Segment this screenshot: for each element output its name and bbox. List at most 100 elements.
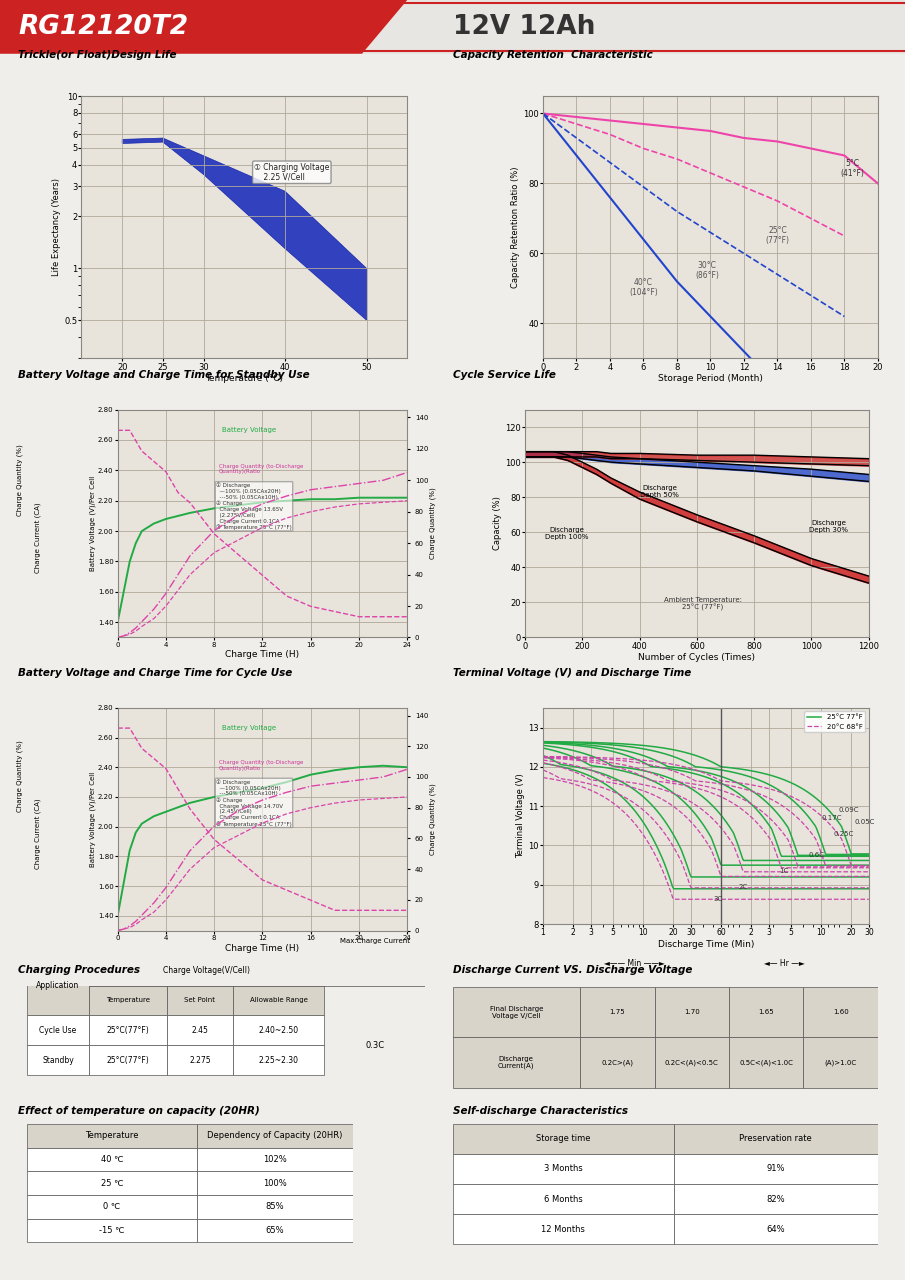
Y-axis label: Capacity (%): Capacity (%) xyxy=(493,497,502,550)
Text: 6 Months: 6 Months xyxy=(544,1194,583,1203)
Text: Battery Voltage and Charge Time for Cycle Use: Battery Voltage and Charge Time for Cycl… xyxy=(18,668,292,678)
FancyBboxPatch shape xyxy=(804,987,878,1037)
FancyBboxPatch shape xyxy=(196,1171,353,1196)
FancyBboxPatch shape xyxy=(654,987,729,1037)
Y-axis label: Charge Current (CA): Charge Current (CA) xyxy=(0,488,6,559)
Text: Charge Quantity (%): Charge Quantity (%) xyxy=(16,740,24,812)
Text: 2.25~2.30: 2.25~2.30 xyxy=(259,1056,299,1065)
FancyBboxPatch shape xyxy=(89,986,167,1015)
Text: 1.65: 1.65 xyxy=(758,1009,774,1015)
Text: Self-discharge Characteristics: Self-discharge Characteristics xyxy=(452,1106,627,1116)
Text: 0.25C: 0.25C xyxy=(834,831,853,837)
FancyBboxPatch shape xyxy=(233,1015,324,1046)
Text: 1.70: 1.70 xyxy=(684,1009,700,1015)
Text: 2.45: 2.45 xyxy=(192,1025,208,1034)
Text: Charge Quantity (to-Discharge
Quantity)(Ratio: Charge Quantity (to-Discharge Quantity)(… xyxy=(219,760,303,772)
Text: 0.09C: 0.09C xyxy=(839,808,859,813)
FancyBboxPatch shape xyxy=(27,1015,89,1046)
Text: 3C: 3C xyxy=(713,896,722,901)
Text: Effect of temperature on capacity (20HR): Effect of temperature on capacity (20HR) xyxy=(18,1106,260,1116)
Text: Preservation rate: Preservation rate xyxy=(739,1134,812,1143)
Text: Cycle Use: Cycle Use xyxy=(40,1025,77,1034)
Text: 100%: 100% xyxy=(262,1179,287,1188)
Text: 2.40~2.50: 2.40~2.50 xyxy=(259,1025,299,1034)
Polygon shape xyxy=(122,138,367,320)
Text: Charge Quantity (to-Discharge
Quantity)(Ratio: Charge Quantity (to-Discharge Quantity)(… xyxy=(219,463,303,475)
Text: 1.60: 1.60 xyxy=(833,1009,849,1015)
FancyBboxPatch shape xyxy=(654,1037,729,1088)
FancyBboxPatch shape xyxy=(196,1124,353,1147)
Text: Storage time: Storage time xyxy=(536,1134,590,1143)
Text: 25°C(77°F): 25°C(77°F) xyxy=(106,1025,149,1034)
FancyBboxPatch shape xyxy=(196,1196,353,1219)
Text: Discharge
Depth 100%: Discharge Depth 100% xyxy=(545,527,588,540)
FancyBboxPatch shape xyxy=(452,987,580,1037)
FancyBboxPatch shape xyxy=(89,956,324,986)
Text: ① Discharge
  —100% (0.05CAx20H)
  ---50% (0.05CAx10H)
② Charge
  Charge Voltage: ① Discharge —100% (0.05CAx20H) ---50% (0… xyxy=(216,780,292,827)
Text: Max.Charge Current: Max.Charge Current xyxy=(339,938,410,943)
FancyBboxPatch shape xyxy=(167,1015,233,1046)
Text: (A)>1.0C: (A)>1.0C xyxy=(824,1060,857,1066)
FancyBboxPatch shape xyxy=(673,1124,878,1155)
Text: 12V 12Ah: 12V 12Ah xyxy=(452,14,595,40)
Text: Standby: Standby xyxy=(43,1056,74,1065)
Text: 0.6C: 0.6C xyxy=(808,852,824,859)
X-axis label: Number of Cycles (Times): Number of Cycles (Times) xyxy=(638,653,756,662)
FancyBboxPatch shape xyxy=(729,1037,804,1088)
FancyBboxPatch shape xyxy=(196,1219,353,1242)
Text: Battery Voltage and Charge Time for Standby Use: Battery Voltage and Charge Time for Stan… xyxy=(18,370,310,380)
Text: ① Discharge
  —100% (0.05CAx20H)
  ---50% (0.05CAx10H)
② Charge
  Charge Voltage: ① Discharge —100% (0.05CAx20H) ---50% (0… xyxy=(216,483,292,530)
Text: 1.75: 1.75 xyxy=(609,1009,625,1015)
Text: 40 ℃: 40 ℃ xyxy=(100,1155,123,1164)
FancyBboxPatch shape xyxy=(580,987,654,1037)
FancyBboxPatch shape xyxy=(452,1213,673,1244)
Text: Terminal Voltage (V) and Discharge Time: Terminal Voltage (V) and Discharge Time xyxy=(452,668,691,678)
Y-axis label: Battery Voltage (V)/Per Cell: Battery Voltage (V)/Per Cell xyxy=(90,476,96,571)
X-axis label: Charge Time (H): Charge Time (H) xyxy=(225,650,300,659)
Text: Discharge Current VS. Discharge Voltage: Discharge Current VS. Discharge Voltage xyxy=(452,965,692,975)
Text: Dependency of Capacity (20HR): Dependency of Capacity (20HR) xyxy=(207,1132,342,1140)
Text: RG12120T2: RG12120T2 xyxy=(18,14,188,40)
Text: 0.5C<(A)<1.0C: 0.5C<(A)<1.0C xyxy=(739,1060,793,1066)
FancyBboxPatch shape xyxy=(324,896,425,986)
Text: 25°C
(77°F): 25°C (77°F) xyxy=(766,225,789,244)
Text: Charge Current (CA): Charge Current (CA) xyxy=(34,799,42,869)
Text: 0.3C: 0.3C xyxy=(366,1041,385,1050)
Text: Application: Application xyxy=(36,980,80,991)
Text: 65%: 65% xyxy=(265,1226,284,1235)
Text: Battery Voltage: Battery Voltage xyxy=(222,724,276,731)
FancyBboxPatch shape xyxy=(27,1147,196,1171)
Text: 2.275: 2.275 xyxy=(189,1056,211,1065)
Y-axis label: Capacity Retention Ratio (%): Capacity Retention Ratio (%) xyxy=(511,166,520,288)
Text: -15 ℃: -15 ℃ xyxy=(100,1226,125,1235)
Text: Charge Voltage(V/Cell): Charge Voltage(V/Cell) xyxy=(163,966,250,975)
Text: 12 Months: 12 Months xyxy=(541,1225,585,1234)
Text: 0.17C: 0.17C xyxy=(821,815,842,820)
Text: 25 ℃: 25 ℃ xyxy=(100,1179,123,1188)
Text: Set Point: Set Point xyxy=(185,997,215,1004)
Text: 0 ℃: 0 ℃ xyxy=(103,1202,120,1211)
FancyBboxPatch shape xyxy=(27,1219,196,1242)
Text: Allowable Range: Allowable Range xyxy=(250,997,308,1004)
Y-axis label: Battery Voltage (V)/Per Cell: Battery Voltage (V)/Per Cell xyxy=(90,772,96,867)
FancyBboxPatch shape xyxy=(452,1155,673,1184)
FancyBboxPatch shape xyxy=(167,1046,233,1075)
Polygon shape xyxy=(0,0,407,54)
Text: 5°C
(41°F): 5°C (41°F) xyxy=(841,159,864,178)
Text: Charging Procedures: Charging Procedures xyxy=(18,965,140,975)
Text: Temperature: Temperature xyxy=(106,997,149,1004)
Text: 1C: 1C xyxy=(779,868,788,874)
Text: Final Discharge
Voltage V/Cell: Final Discharge Voltage V/Cell xyxy=(490,1006,543,1019)
Text: ◄— Hr —►: ◄— Hr —► xyxy=(764,959,805,968)
Text: 30°C
(86°F): 30°C (86°F) xyxy=(695,261,719,280)
Text: 0.05C: 0.05C xyxy=(854,819,875,824)
Text: Discharge
Depth 50%: Discharge Depth 50% xyxy=(640,485,679,498)
Y-axis label: Charge Quantity (%): Charge Quantity (%) xyxy=(430,783,436,855)
Text: 64%: 64% xyxy=(767,1225,785,1234)
FancyBboxPatch shape xyxy=(452,1184,673,1213)
Text: 40°C
(104°F): 40°C (104°F) xyxy=(629,278,658,297)
FancyBboxPatch shape xyxy=(673,1213,878,1244)
X-axis label: Charge Time (H): Charge Time (H) xyxy=(225,943,300,952)
Text: Temperature: Temperature xyxy=(85,1132,138,1140)
Text: 0.2C<(A)<0.5C: 0.2C<(A)<0.5C xyxy=(665,1060,719,1066)
